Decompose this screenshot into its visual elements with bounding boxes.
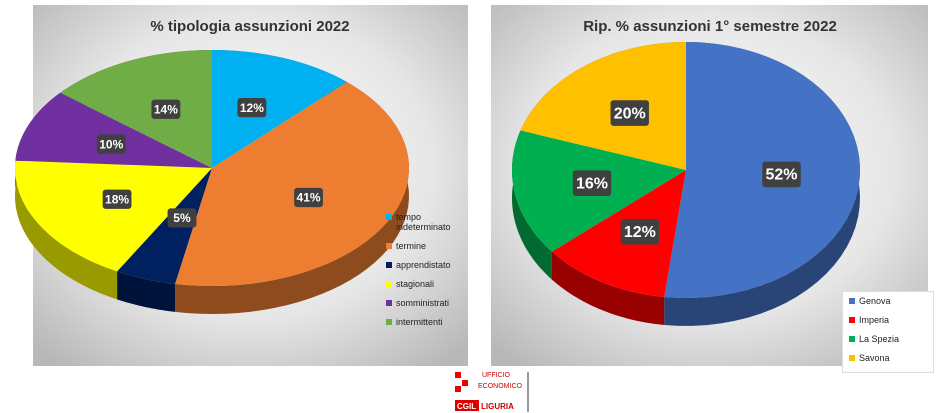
logo: UFFICIO ECONOMICO CGIL LIGURIA bbox=[455, 372, 529, 412]
logo-text: CGIL bbox=[457, 402, 476, 411]
label-box bbox=[151, 99, 181, 119]
label-box bbox=[96, 134, 126, 154]
legend-label: apprendistato bbox=[396, 260, 451, 270]
legend-swatch bbox=[849, 355, 855, 361]
legend: Genova Imperia La Spezia Savona bbox=[842, 291, 934, 373]
slice bbox=[212, 50, 347, 168]
slice bbox=[551, 170, 686, 297]
legend-item: Savona bbox=[849, 353, 929, 363]
slice bbox=[117, 168, 212, 284]
legend-label: Imperia bbox=[859, 315, 890, 325]
slice-side bbox=[551, 251, 665, 325]
label-box bbox=[237, 98, 267, 118]
legend-item: La Spezia bbox=[849, 334, 929, 344]
legend-label: termine bbox=[396, 241, 427, 251]
data-label: 20% bbox=[614, 105, 646, 122]
slice bbox=[520, 42, 686, 170]
legend-swatch bbox=[386, 281, 392, 287]
chart-title: Rip. % assunzioni 1° semestre 2022 bbox=[583, 18, 837, 35]
data-label: 5% bbox=[173, 211, 191, 225]
slice bbox=[664, 42, 860, 298]
logo-mark bbox=[455, 386, 461, 392]
logo-text: ECONOMICO bbox=[478, 383, 523, 390]
legend-item: apprendistato bbox=[386, 260, 461, 270]
legend-item: tempo indeterminato bbox=[386, 212, 461, 232]
slice bbox=[60, 50, 212, 168]
label-box bbox=[572, 170, 612, 196]
label-box bbox=[610, 100, 649, 126]
logo-mark bbox=[455, 372, 461, 378]
legend-item: somministrati bbox=[386, 298, 461, 308]
legend-swatch bbox=[849, 298, 855, 304]
legend-label: stagionali bbox=[396, 279, 435, 289]
label-box bbox=[762, 161, 801, 188]
data-label: 12% bbox=[624, 224, 656, 241]
legend-swatch bbox=[386, 300, 392, 306]
data-label: 14% bbox=[154, 102, 178, 116]
logo-mark bbox=[455, 400, 479, 411]
legend-swatch bbox=[849, 336, 855, 342]
legend-label: La Spezia bbox=[859, 334, 900, 344]
legend-label: Genova bbox=[859, 296, 891, 306]
data-label: 52% bbox=[765, 167, 797, 184]
legend-swatch bbox=[386, 214, 392, 220]
legend-swatch bbox=[386, 319, 392, 325]
chart-title: % tipologia assunzioni 2022 bbox=[150, 18, 349, 35]
legend-label: somministrati bbox=[396, 298, 450, 308]
labels: 52% 12% 16% 20% bbox=[572, 100, 801, 245]
pie-tops bbox=[512, 42, 860, 298]
data-label: 10% bbox=[99, 137, 123, 151]
legend-swatch bbox=[386, 243, 392, 249]
labels: 12% 41% 5% 18% 10% 14% bbox=[96, 98, 323, 228]
logo-mark bbox=[462, 380, 468, 386]
legend-item: intermittenti bbox=[386, 317, 461, 327]
legend-item: Imperia bbox=[849, 315, 929, 325]
legend-label: Savona bbox=[859, 353, 890, 363]
logo-text: LIGURIA bbox=[481, 402, 514, 411]
legend-label: intermittenti bbox=[396, 317, 443, 327]
slice-side bbox=[512, 130, 552, 280]
label-box bbox=[294, 187, 323, 208]
legend: tempo indeterminato termine apprendistato s… bbox=[386, 212, 461, 336]
slice bbox=[175, 81, 409, 286]
data-label: 18% bbox=[105, 192, 129, 206]
legend-item: termine bbox=[386, 241, 461, 251]
legend-item: Genova bbox=[849, 296, 929, 306]
legend-swatch bbox=[849, 317, 855, 323]
legend-label: tempo indeterminato bbox=[396, 212, 451, 232]
label-box bbox=[620, 218, 660, 245]
slice-side bbox=[175, 81, 409, 314]
logo-text: UFFICIO bbox=[482, 372, 511, 379]
slice bbox=[15, 92, 213, 168]
slice bbox=[14, 160, 212, 272]
slice-side bbox=[117, 271, 176, 312]
data-label: 16% bbox=[576, 175, 608, 192]
label-box bbox=[167, 208, 197, 228]
slice-side bbox=[15, 160, 118, 300]
legend-item: stagionali bbox=[386, 279, 461, 289]
legend-swatch bbox=[386, 262, 392, 268]
data-label: 41% bbox=[297, 191, 321, 205]
label-box bbox=[102, 189, 132, 209]
pie-tops bbox=[14, 50, 409, 286]
data-label: 12% bbox=[240, 101, 264, 115]
